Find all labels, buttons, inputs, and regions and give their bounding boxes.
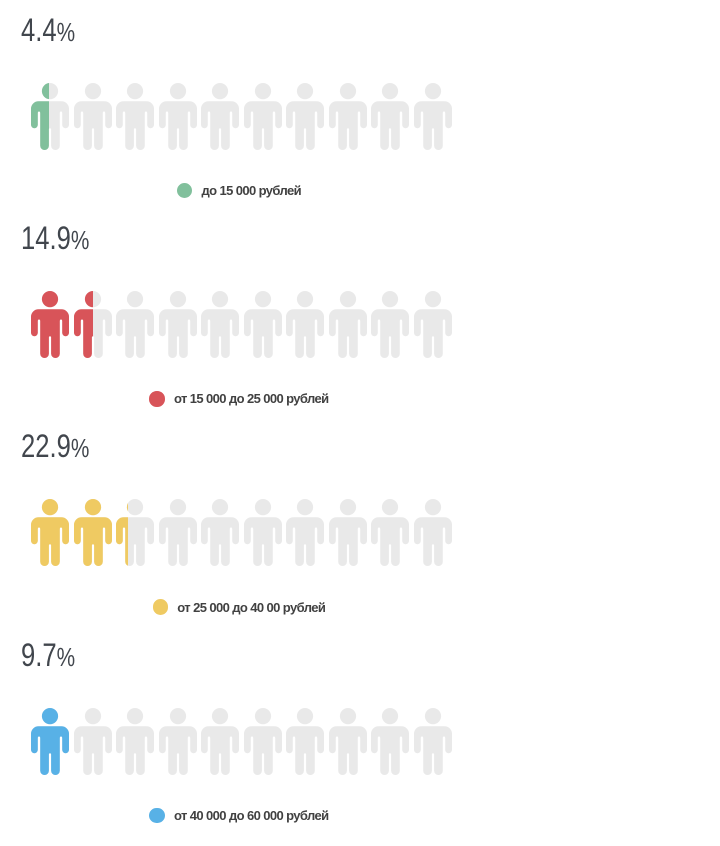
legend-dot [149, 807, 165, 824]
chart-row-2: 14.9% от 15 000 до 25 000 рублей [0, 208, 720, 416]
person-icon [413, 499, 452, 567]
person-icon [31, 82, 70, 150]
icon-strip [31, 290, 452, 358]
chart-row-3: 22.9% от 25 000 до 40 00 рублей [0, 417, 720, 625]
person-icon [116, 82, 155, 150]
percent-label: 4.4% [21, 14, 89, 46]
person-icon [413, 82, 452, 150]
legend-dot [149, 391, 165, 407]
legend-dot [152, 599, 169, 615]
percent-value: 22.9% [21, 430, 89, 462]
chart-row-4: 9.7% от 40 000 до 60 000 рублей [0, 625, 720, 833]
person-icon-fill [31, 707, 70, 775]
person-icon [31, 290, 70, 358]
person-icon [73, 707, 112, 775]
person-icon [201, 290, 240, 358]
person-icon [158, 707, 197, 775]
person-icon [286, 290, 325, 358]
percent-value: 14.9% [21, 222, 89, 254]
percent-value: 4.4% [21, 14, 75, 46]
legend-area: от 15 000 до 25 000 рублей [0, 386, 478, 411]
person-icon [31, 499, 70, 567]
percent-sign: % [70, 224, 90, 255]
percent-sign: % [70, 433, 90, 464]
person-icon [286, 499, 325, 567]
chart-row-1: 4.4% до 15 000 рублей [0, 0, 720, 208]
person-icon [116, 707, 155, 775]
person-icon [73, 82, 112, 150]
person-icon [201, 499, 240, 567]
person-icon [371, 499, 410, 567]
person-icon [286, 82, 325, 150]
person-icon [371, 290, 410, 358]
person-icon [158, 82, 197, 150]
percent-sign: % [56, 16, 76, 47]
legend-label: от 25 000 до 40 00 рублей [177, 599, 326, 615]
percent-number: 9.7 [21, 636, 57, 673]
person-icon [158, 290, 197, 358]
person-icon [31, 707, 70, 775]
icon-strip [31, 499, 452, 567]
percent-label: 22.9% [21, 430, 106, 462]
person-icon [328, 82, 367, 150]
person-icon [286, 707, 325, 775]
person-icon [116, 290, 155, 358]
percent-label: 14.9% [21, 222, 106, 254]
legend: от 15 000 до 25 000 рублей [149, 391, 329, 407]
percent-label: 9.7% [21, 639, 89, 671]
percent-sign: % [56, 641, 76, 672]
legend-label: от 40 000 до 60 000 рублей [173, 808, 329, 823]
percent-value: 9.7% [21, 639, 75, 671]
person-icon [328, 499, 367, 567]
legend: от 40 000 до 60 000 рублей [149, 807, 329, 824]
person-icon [201, 82, 240, 150]
legend-label: до 15 000 рублей [201, 183, 302, 198]
person-icon [158, 499, 197, 567]
person-icon [116, 499, 155, 567]
person-icon [73, 499, 112, 567]
person-icon-fill [31, 499, 70, 567]
person-icon [328, 290, 367, 358]
person-icon [328, 707, 367, 775]
percent-number: 14.9 [21, 219, 71, 256]
legend: до 15 000 рублей [176, 182, 302, 199]
icon-strip [31, 707, 452, 775]
icon-strip [31, 82, 452, 150]
person-icon-fill [116, 499, 128, 566]
person-icon [413, 707, 452, 775]
person-icon [243, 707, 282, 775]
person-icon [243, 82, 282, 150]
person-icon-fill [73, 499, 112, 567]
legend-dot [176, 182, 193, 199]
person-icon [371, 707, 410, 775]
legend-area: до 15 000 рублей [0, 178, 478, 203]
legend-area: от 40 000 до 60 000 рублей [0, 803, 478, 828]
person-icon [371, 82, 410, 150]
legend-area: от 25 000 до 40 00 рублей [0, 595, 478, 620]
person-icon-fill [31, 290, 70, 358]
person-icon [243, 290, 282, 358]
person-icon-fill [73, 290, 94, 358]
legend-label: от 15 000 до 25 000 рублей [173, 391, 329, 407]
person-icon-fill [31, 82, 49, 150]
person-icon [201, 707, 240, 775]
person-icon [243, 499, 282, 567]
person-icon [73, 290, 112, 358]
percent-number: 22.9 [21, 428, 71, 465]
person-icon [413, 290, 452, 358]
legend: от 25 000 до 40 00 рублей [152, 599, 326, 615]
percent-number: 4.4 [21, 11, 57, 48]
